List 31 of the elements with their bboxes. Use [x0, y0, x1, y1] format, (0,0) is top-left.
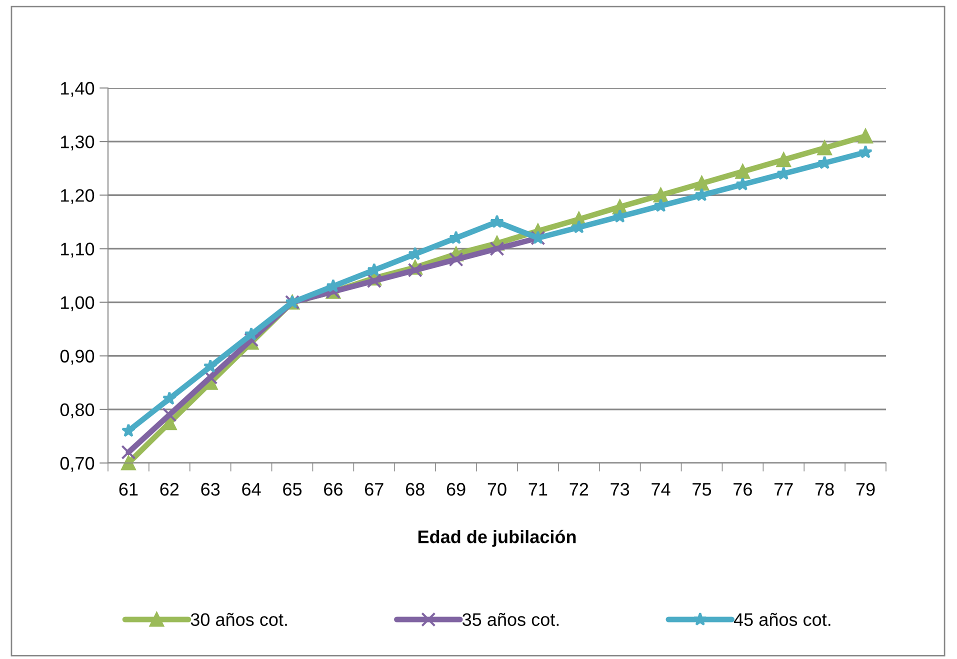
x-tick-label: 65 — [283, 482, 302, 496]
x-tick-label: 67 — [365, 482, 384, 496]
y-tick-label: 1,00 — [61, 296, 94, 312]
x-axis-title: Edad de jubilación — [418, 530, 576, 547]
x-tick-label: 70 — [488, 482, 506, 496]
x-tick-label: 68 — [406, 482, 424, 496]
y-tick-label: 0,90 — [60, 350, 94, 365]
x-tick-label: 79 — [856, 482, 875, 496]
x-tick-label: 69 — [446, 482, 466, 496]
x-tick-label: 61 — [119, 482, 138, 496]
x-tick-label: 63 — [201, 482, 220, 496]
x-tick-label: 72 — [570, 482, 588, 496]
x-tick-label: 66 — [324, 482, 342, 496]
legend-label: 30 años cot. — [190, 612, 287, 626]
legend-label: 35 años cot. — [462, 612, 559, 626]
x-tick-label: 73 — [610, 482, 630, 496]
x-tick-label: 64 — [242, 482, 261, 496]
x-tick-label: 62 — [160, 482, 179, 496]
y-tick-label: 1,10 — [61, 242, 94, 258]
y-tick-label: 0,70 — [60, 456, 94, 472]
y-tick-label: 1,20 — [61, 189, 94, 204]
legend-label: 45 años cot. — [734, 612, 830, 626]
x-tick-label: 74 — [652, 483, 670, 496]
y-tick-label: 1,40 — [61, 82, 94, 97]
x-tick-label: 78 — [815, 482, 834, 496]
x-tick-label: 71 — [528, 483, 548, 496]
x-tick-label: 76 — [734, 482, 752, 496]
x-tick-label: 75 — [692, 483, 712, 496]
y-tick-label: 1,30 — [61, 136, 94, 150]
y-tick-label: 0,80 — [60, 403, 94, 418]
x-tick-label: 77 — [774, 483, 793, 496]
